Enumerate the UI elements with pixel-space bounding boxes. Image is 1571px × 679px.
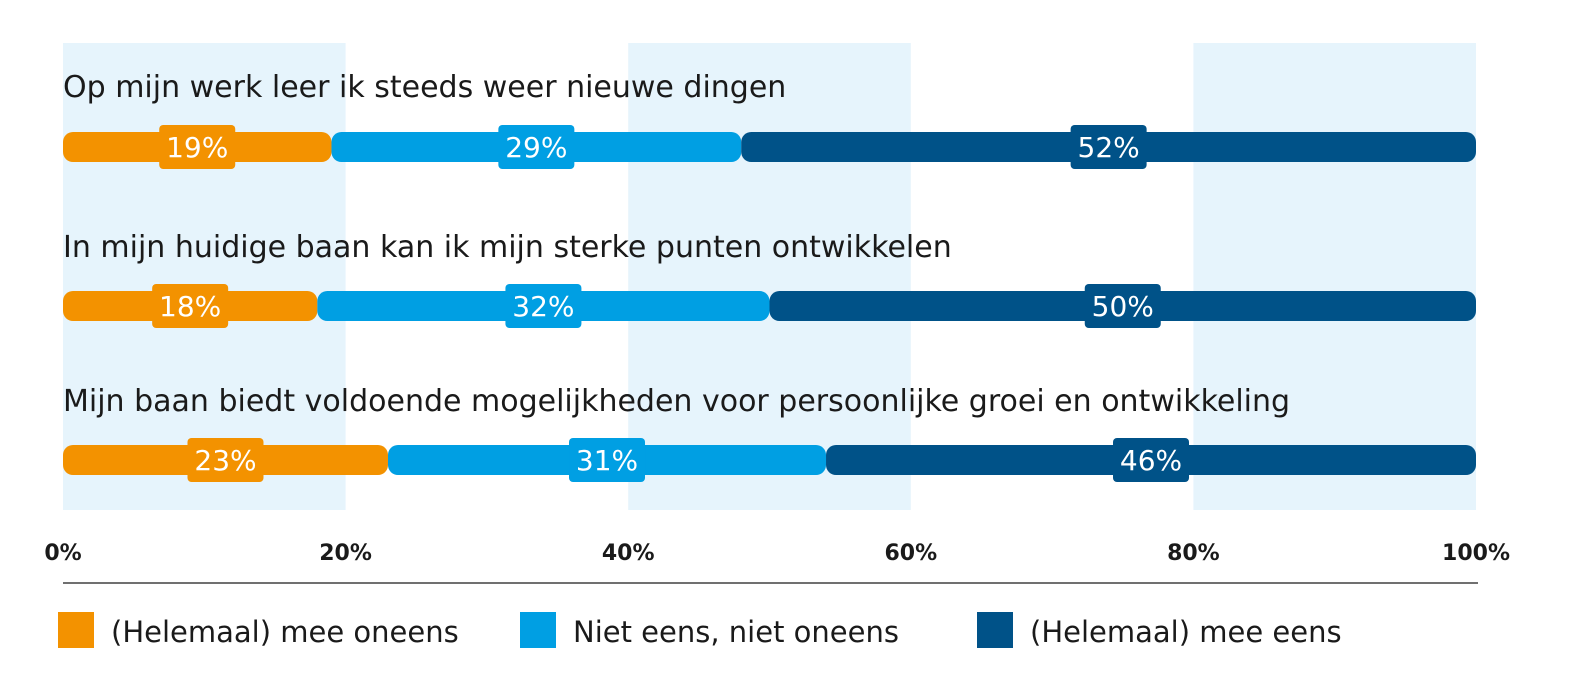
value-label: 52% xyxy=(1078,131,1140,164)
value-label-box xyxy=(1084,284,1161,328)
value-label-box xyxy=(159,125,236,169)
background-bands xyxy=(63,43,1476,510)
legend-swatch xyxy=(520,612,556,648)
value-label: 23% xyxy=(194,444,256,477)
x-tick-label: 80% xyxy=(1167,541,1220,566)
value-label-box xyxy=(569,438,646,482)
chart-row: Op mijn werk leer ik steeds weer nieuwe … xyxy=(63,70,1476,169)
value-label: 31% xyxy=(576,444,638,477)
chart-rows: Op mijn werk leer ik steeds weer nieuwe … xyxy=(63,70,1476,482)
background-band xyxy=(628,43,911,510)
value-label-box xyxy=(187,438,264,482)
value-label-box xyxy=(498,125,575,169)
value-label: 50% xyxy=(1092,290,1154,323)
chart-row: Mijn baan biedt voldoende mogelijkheden … xyxy=(63,384,1476,482)
value-label: 19% xyxy=(166,131,228,164)
value-label: 32% xyxy=(512,290,574,323)
background-band xyxy=(63,43,346,510)
legend-label: Niet eens, niet oneens xyxy=(573,615,899,649)
legend-item: (Helemaal) mee eens xyxy=(977,612,1342,649)
legend-label: (Helemaal) mee eens xyxy=(1030,615,1342,649)
background-band xyxy=(1193,43,1476,510)
x-tick-label: 100% xyxy=(1442,541,1510,566)
legend-item: Niet eens, niet oneens xyxy=(520,612,899,649)
value-label-box xyxy=(1113,438,1190,482)
chart-row: In mijn huidige baan kan ik mijn sterke … xyxy=(63,230,1476,328)
value-label: 46% xyxy=(1120,444,1182,477)
value-label-box xyxy=(152,284,229,328)
value-label: 29% xyxy=(505,131,567,164)
x-tick-label: 0% xyxy=(44,541,81,566)
x-tick-label: 40% xyxy=(602,541,655,566)
value-label-box xyxy=(1070,125,1147,169)
legend-swatch xyxy=(58,612,94,648)
x-axis: 0% 20% 40% 60% 80% 100% xyxy=(44,541,1510,584)
question-label: Mijn baan biedt voldoende mogelijkheden … xyxy=(63,384,1290,419)
x-tick-label: 20% xyxy=(319,541,372,566)
legend-label: (Helemaal) mee oneens xyxy=(111,615,459,649)
value-label-box xyxy=(505,284,582,328)
legend-item: (Helemaal) mee oneens xyxy=(58,612,459,649)
legend: (Helemaal) mee oneens Niet eens, niet one… xyxy=(58,612,1342,649)
question-label: In mijn huidige baan kan ik mijn sterke … xyxy=(63,230,952,265)
x-tick-label: 60% xyxy=(884,541,937,566)
legend-swatch xyxy=(977,612,1013,648)
question-label: Op mijn werk leer ik steeds weer nieuwe … xyxy=(63,70,786,105)
value-label: 18% xyxy=(159,290,221,323)
